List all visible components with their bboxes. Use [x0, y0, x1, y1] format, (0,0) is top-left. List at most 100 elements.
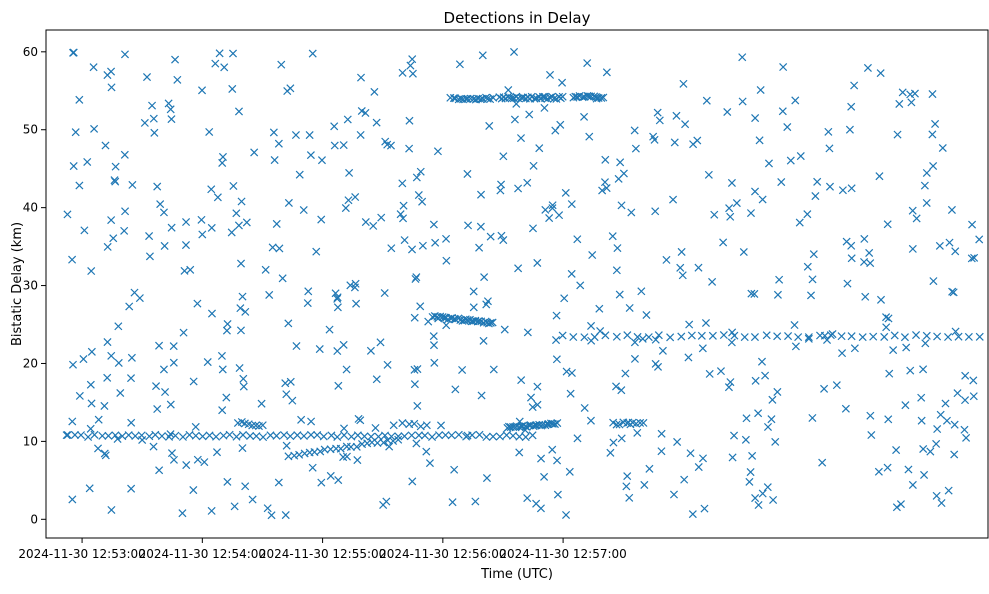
- detection-point: [521, 426, 530, 435]
- y-tick-label: 50: [23, 123, 38, 137]
- detection-point: [79, 355, 88, 364]
- detection-point: [724, 383, 733, 392]
- detection-point: [658, 346, 667, 355]
- detection-point: [803, 262, 812, 271]
- detection-point: [486, 318, 495, 327]
- detection-point: [561, 188, 570, 197]
- detection-point: [944, 333, 953, 342]
- detection-point: [68, 255, 77, 264]
- detection-point: [482, 433, 491, 442]
- detection-point: [947, 205, 956, 214]
- detection-point: [580, 403, 589, 413]
- detection-point: [166, 430, 175, 439]
- detection-point: [533, 382, 542, 391]
- detection-point: [553, 419, 562, 428]
- detection-point: [892, 446, 901, 455]
- detection-point: [189, 377, 198, 386]
- detection-point: [708, 277, 717, 286]
- detection-point: [414, 191, 423, 200]
- detection-point: [475, 243, 484, 252]
- detection-point: [847, 184, 856, 193]
- detection-point: [151, 430, 160, 439]
- detection-point: [164, 99, 173, 108]
- detection-point: [719, 238, 728, 247]
- detection-point: [758, 489, 767, 498]
- detection-point: [85, 484, 94, 493]
- detection-point: [600, 178, 610, 187]
- detection-point: [858, 333, 867, 342]
- detection-point: [429, 332, 438, 341]
- detection-point: [167, 223, 176, 232]
- detection-point: [265, 290, 274, 299]
- detection-point: [428, 432, 437, 441]
- detection-point: [811, 192, 820, 201]
- detection-point: [223, 319, 232, 329]
- detection-point: [222, 326, 231, 335]
- detection-point: [75, 95, 84, 104]
- detection-point: [471, 497, 480, 506]
- detection-point: [238, 292, 247, 301]
- detection-point: [773, 387, 782, 396]
- detection-point: [832, 381, 841, 390]
- detection-point: [515, 417, 524, 426]
- detection-point: [637, 287, 646, 296]
- detection-point: [825, 182, 835, 191]
- detection-point: [189, 486, 198, 495]
- detection-point: [764, 159, 773, 168]
- detection-point: [657, 429, 666, 438]
- detection-point: [719, 331, 728, 340]
- detection-point: [654, 331, 663, 340]
- detection-point: [783, 123, 792, 132]
- detection-point: [232, 432, 241, 441]
- detection-point: [867, 431, 876, 440]
- detection-point: [630, 354, 639, 363]
- detection-point: [339, 453, 348, 462]
- detection-point: [340, 424, 349, 433]
- detection-point: [295, 170, 304, 179]
- detection-point: [166, 105, 175, 114]
- detection-point: [601, 331, 610, 340]
- detection-point: [379, 438, 388, 447]
- detection-point: [548, 445, 557, 454]
- detection-point: [272, 431, 281, 440]
- detection-point: [173, 75, 182, 84]
- detection-point: [90, 430, 99, 439]
- detection-point: [76, 431, 86, 440]
- detection-point: [400, 432, 409, 441]
- detection-point: [225, 430, 234, 439]
- x-tick-label: 2024-11-30 12:55:00: [259, 547, 386, 561]
- detection-point: [80, 226, 89, 235]
- detection-point: [408, 69, 417, 78]
- detection-point: [103, 373, 112, 382]
- detection-point: [372, 375, 381, 384]
- detection-point: [838, 186, 847, 195]
- detection-point: [120, 150, 129, 159]
- detection-point: [882, 323, 891, 332]
- detection-point: [71, 128, 80, 137]
- detection-point: [535, 144, 544, 153]
- detection-point: [615, 290, 624, 299]
- detection-point: [514, 264, 523, 273]
- detection-point: [778, 107, 787, 116]
- detection-point: [261, 265, 270, 274]
- detection-point: [87, 267, 96, 276]
- detection-point: [441, 431, 450, 440]
- detection-point: [928, 130, 937, 139]
- detection-point: [908, 244, 917, 253]
- detection-point: [850, 344, 859, 353]
- detection-point: [463, 169, 472, 178]
- detection-point: [463, 94, 472, 103]
- detection-point: [521, 433, 530, 442]
- detection-point: [238, 430, 247, 439]
- detection-point: [824, 127, 833, 136]
- detection-point: [380, 289, 389, 298]
- detection-point: [655, 116, 664, 125]
- detection-point: [263, 504, 272, 513]
- detection-point: [555, 211, 564, 220]
- detection-point: [623, 331, 632, 340]
- detection-point: [420, 431, 429, 440]
- detection-point: [282, 441, 291, 450]
- detection-point: [515, 432, 524, 441]
- detection-point: [515, 448, 524, 457]
